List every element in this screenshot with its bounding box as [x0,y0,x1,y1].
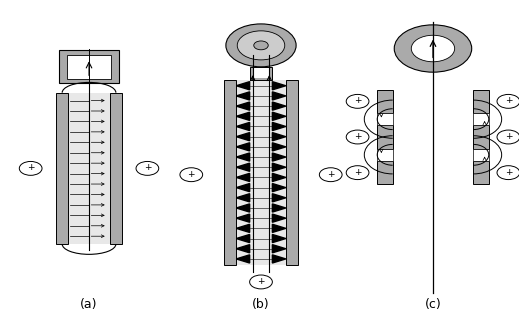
Polygon shape [236,82,250,90]
Polygon shape [236,224,250,232]
Polygon shape [236,255,250,263]
Polygon shape [236,184,250,192]
Bar [250,67,272,80]
Text: +: + [505,168,512,177]
Bar [473,113,489,125]
Circle shape [226,24,296,67]
Polygon shape [272,173,286,181]
Polygon shape [236,194,250,202]
Polygon shape [236,92,250,100]
Text: +: + [505,132,512,141]
Polygon shape [236,102,250,110]
Bar [473,161,489,185]
Polygon shape [272,112,286,120]
Bar [68,93,110,244]
Polygon shape [236,143,250,151]
Bar [473,90,489,113]
Polygon shape [272,82,286,90]
Bar [56,93,68,244]
Bar [473,149,489,161]
Bar [67,55,112,79]
Bar [377,149,393,161]
Polygon shape [272,184,286,192]
Polygon shape [272,214,286,222]
Text: +: + [354,132,361,141]
Polygon shape [236,153,250,161]
Bar [377,113,393,125]
Text: +: + [354,96,361,105]
Polygon shape [236,112,250,120]
Circle shape [394,25,472,72]
Bar [110,93,122,244]
Bar [473,125,489,149]
Polygon shape [236,173,250,181]
Bar [377,90,393,113]
Polygon shape [272,133,286,141]
Bar [60,50,118,83]
Polygon shape [236,204,250,212]
Polygon shape [272,153,286,161]
Text: +: + [187,169,195,178]
Polygon shape [272,122,286,131]
Circle shape [237,31,285,60]
Bar [224,80,236,265]
Polygon shape [236,234,250,243]
Bar [236,80,286,265]
Polygon shape [236,133,250,141]
Polygon shape [272,102,286,110]
Polygon shape [272,224,286,232]
Polygon shape [272,92,286,100]
Text: +: + [144,163,151,172]
Bar [377,161,393,185]
Bar [286,80,298,265]
Polygon shape [236,214,250,222]
Text: +: + [505,96,512,105]
Text: (c): (c) [424,298,441,310]
Polygon shape [272,194,286,202]
Text: (b): (b) [252,298,270,310]
Circle shape [411,35,455,62]
Text: +: + [27,163,34,172]
Polygon shape [272,204,286,212]
Bar [253,68,269,78]
Polygon shape [236,163,250,171]
Text: +: + [327,169,335,178]
Text: (a): (a) [80,298,98,310]
Polygon shape [236,245,250,253]
Polygon shape [272,234,286,243]
Polygon shape [236,122,250,131]
Polygon shape [272,245,286,253]
Text: +: + [354,168,361,177]
Polygon shape [272,163,286,171]
Text: +: + [257,277,265,286]
Polygon shape [272,143,286,151]
Polygon shape [272,255,286,263]
Bar [377,125,393,149]
Circle shape [254,41,268,50]
